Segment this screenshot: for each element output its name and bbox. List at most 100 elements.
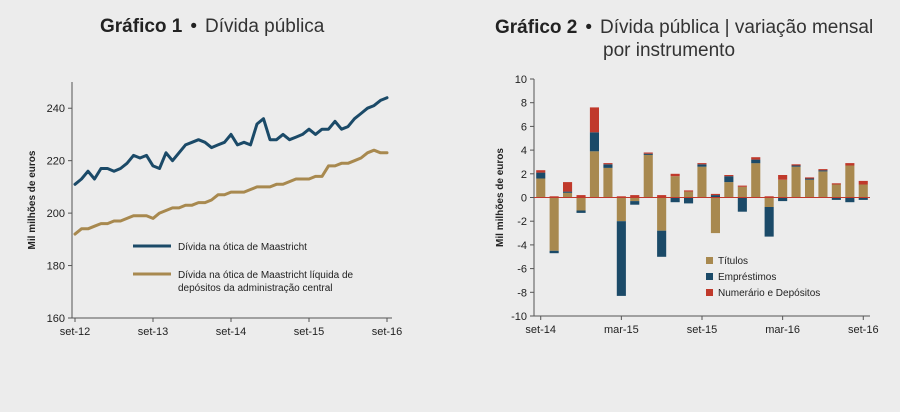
chart2-bar-segment	[791, 164, 801, 166]
chart2-bar-segment	[845, 197, 855, 203]
chart2-bar-segment	[536, 170, 546, 173]
chart1-y-tick-label: 160	[47, 313, 65, 325]
chart2-bar-segment	[697, 166, 707, 198]
chart2-bar-segment	[603, 163, 613, 165]
chart2-y-tick-label: -6	[517, 264, 527, 276]
chart1-legend-label-1: Dívida na ótica de Maastricht	[178, 242, 307, 253]
chart1-x-tick-label: set-14	[216, 326, 247, 338]
chart2-bar-segment	[818, 171, 828, 198]
chart1-legend-label-2: Dívida na ótica de Maastricht líquida de…	[178, 270, 354, 294]
chart2-bar-segment	[831, 184, 841, 198]
chart2-x-tick-label: mar-16	[765, 324, 800, 336]
chart2-bar-segment	[791, 165, 801, 167]
chart2-bar-segment	[563, 192, 573, 198]
chart2-bar-segment	[657, 230, 667, 257]
chart2-bar-segment	[616, 196, 626, 198]
chart2-bar-segment	[643, 152, 653, 154]
chart2-y-tick-label: 8	[521, 98, 527, 110]
chart1-title-text: Dívida pública	[205, 16, 325, 37]
chart2-bar-segment	[563, 182, 573, 192]
chart1-y-tick-label: 240	[47, 103, 65, 115]
chart2-title-line2: por instrumento	[603, 40, 736, 61]
chart2-y-tick-label: 2	[521, 169, 527, 181]
chart2-bar-segment	[724, 182, 734, 198]
chart2-bar-segment	[589, 107, 599, 133]
chart2-bar-segment	[831, 183, 841, 185]
chart1-title: Gráfico 1 • Dívida pública	[100, 16, 324, 38]
chart2-legend-swatch-1	[706, 257, 713, 264]
chart2-bar-segment	[710, 193, 720, 196]
chart2-x-tick-label: mar-15	[604, 324, 639, 336]
chart2-bar-segment	[576, 195, 586, 198]
chart1-legend-label-2-line1: Dívida na ótica de Maastricht líquida de	[178, 270, 354, 281]
chart2-bar-segment	[764, 197, 774, 207]
chart1-y-tick-label: 220	[47, 156, 65, 168]
chart2-bar-segment	[764, 207, 774, 237]
chart2-bar-segment	[724, 175, 734, 177]
chart2-bar-segment	[576, 197, 586, 211]
chart1-y-tick-label: 180	[47, 261, 65, 273]
chart2-legend-label-3: Numerário e Depósitos	[718, 288, 820, 299]
chart2-bar-segment	[751, 163, 761, 198]
chart2-y-tick-label: -8	[517, 287, 527, 299]
chart2-title-number: Gráfico 2	[495, 17, 578, 38]
chart2-bar-segment	[549, 197, 559, 251]
chart2-bar-segment	[724, 176, 734, 183]
chart2-bar-segment	[858, 180, 868, 185]
chart2-bar-segment	[630, 195, 640, 198]
chart2-bar-segment	[670, 197, 680, 203]
chart2-bar-segment	[791, 166, 801, 198]
chart2-y-tick-label: 4	[521, 145, 527, 157]
chart1-legend-label-2-line2: depósitos da administração central	[178, 283, 333, 294]
chart2-bar-segment	[643, 153, 653, 155]
chart1-x-tick-label: set-16	[372, 326, 403, 338]
chart2-y-tick-label: 0	[521, 193, 527, 205]
chart2-bar-segment	[603, 164, 613, 168]
chart2-bar-segment	[549, 250, 559, 254]
chart2-legend-swatch-2	[706, 273, 713, 280]
chart2-bar-segment	[563, 191, 573, 193]
chart1-line-chart: 160 180 200 220 240 set-12 set-13 set-14 set-15 s…	[27, 82, 403, 338]
chart2-x-tick-label: set-15	[687, 324, 718, 336]
chart1-y-axis-label: Mil milhões de euros	[27, 150, 38, 249]
chart2-bar-segment	[630, 201, 640, 205]
chart2-bar-segment	[805, 177, 815, 179]
chart2-bar-segment	[710, 197, 720, 234]
chart2-bar-segment	[818, 169, 828, 171]
chart2-bar-segment	[589, 151, 599, 198]
chart2-bar-segment	[576, 210, 586, 213]
chart2-bar-segment	[630, 197, 640, 202]
chart1-series-line-2	[73, 148, 389, 236]
chart2-bar-segment	[858, 184, 868, 198]
chart1-y-tick-label: 200	[47, 208, 65, 220]
chart2-bar-segment	[670, 176, 680, 198]
chart2-bar-segment	[737, 185, 747, 187]
chart2-bar-segment	[805, 179, 815, 198]
chart2-bar-segment	[751, 157, 761, 160]
chart2-bar-segment	[764, 196, 774, 198]
chart2-legend-swatch-3	[706, 289, 713, 296]
chart2-bar-segment	[657, 195, 667, 198]
chart2-bar-segment	[536, 172, 546, 179]
chart2-bar-segment	[845, 163, 855, 166]
chart2-bar-segment	[616, 197, 626, 222]
chart2-y-tick-label: 10	[515, 74, 527, 86]
chart2-y-tick-label: -2	[517, 216, 527, 228]
chart2-title-text: Dívida pública | variação mensal	[600, 17, 874, 38]
chart2-y-axis-label: Mil milhões de euros	[495, 148, 506, 247]
chart2-y-tick-label: 6	[521, 121, 527, 133]
chart2-title: Gráfico 2 • Dívida pública | variação mens…	[495, 16, 873, 62]
chart2-bar-segment	[778, 179, 788, 198]
chart2-bar-segment	[697, 163, 707, 165]
chart2-y-tick-label: -10	[511, 311, 527, 323]
chart2-bar-segment	[818, 170, 828, 172]
chart2-bar-segment	[831, 197, 841, 200]
chart1-x-tick-label: set-12	[60, 326, 91, 338]
chart2-bar-segment	[737, 197, 747, 212]
chart1-x-tick-label: set-13	[138, 326, 169, 338]
chart2-bar-segment	[589, 132, 599, 152]
chart2-bar-segment	[858, 197, 868, 200]
chart1-title-separator: •	[190, 16, 198, 37]
chart1-title-number: Gráfico 1	[100, 16, 183, 37]
